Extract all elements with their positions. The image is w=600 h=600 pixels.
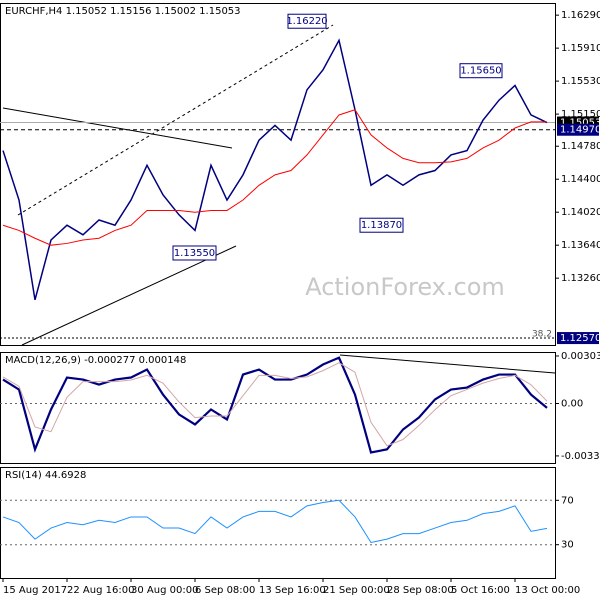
y-tick-label: 1.15150 (561, 109, 600, 120)
y-tick-label: -0.003347 (561, 451, 600, 462)
panel-title: RSI(14) 44.6928 (5, 470, 86, 481)
y-tick-label: 0.003036 (561, 351, 600, 362)
price-tag-label: 1.14970 (560, 125, 600, 136)
series-line (2, 109, 547, 246)
panel-title: MACD(12,26,9) -0.000277 0.000148 (5, 355, 186, 366)
y-tick-label: 1.15530 (561, 76, 600, 87)
series-line (2, 38, 548, 301)
price-tag-label: 1.15053 (560, 118, 600, 129)
y-tick-label: 1.14020 (561, 207, 600, 218)
trend-line (2, 107, 233, 149)
annotation-label: 1.15650 (460, 66, 501, 77)
series-line (2, 499, 548, 544)
price-tag (557, 123, 599, 136)
x-tick-label: 13 Oct 00:00 (515, 585, 580, 596)
y-tick-label: 1.14780 (561, 141, 600, 152)
series-line (2, 362, 548, 447)
annotation-label: 1.13870 (361, 220, 402, 231)
series-line (2, 356, 548, 454)
trend-line (21, 245, 237, 346)
macd-trend-line (339, 354, 556, 374)
y-tick-label: 30 (561, 540, 574, 551)
y-tick-label: 1.13640 (561, 240, 600, 251)
panel-frame (0, 467, 556, 579)
price-tag (557, 332, 599, 345)
x-tick-label: 28 Sep 08:00 (387, 585, 454, 596)
annotation-box (172, 245, 217, 261)
panel-frame (0, 3, 556, 346)
panel-title: EURCHF,H4 1.15052 1.15156 1.15002 1.1505… (5, 6, 241, 17)
y-tick-label: 1.16290 (561, 10, 600, 21)
annotation-box (359, 217, 404, 233)
x-tick-label: 6 Sep 08:00 (195, 585, 255, 596)
x-tick-label: 13 Sep 16:00 (259, 585, 326, 596)
panel-frame (0, 352, 556, 464)
x-tick-label: 30 Aug 00:00 (131, 585, 198, 596)
annotation-box (287, 13, 327, 29)
y-tick-label: 1.15910 (561, 43, 600, 54)
x-tick-label: 5 Oct 16:00 (451, 585, 510, 596)
fib-label: 38.2 (532, 330, 552, 340)
watermark: ActionForex.com (305, 273, 505, 301)
annotation-box (459, 63, 503, 79)
y-tick-label: 1.13260 (561, 273, 600, 284)
y-tick-label: 1.14400 (561, 174, 600, 185)
annotation-label: 1.16220 (286, 16, 327, 27)
y-tick-label: 0.00 (561, 399, 583, 410)
channel-line (17, 24, 334, 216)
x-tick-label: 21 Sep 00:00 (323, 585, 390, 596)
x-tick-label: 15 Aug 2017 (3, 585, 67, 596)
price-tag-label: 1.12570 (560, 333, 600, 344)
x-tick-label: 22 Aug 16:00 (67, 585, 134, 596)
annotation-label: 1.13550 (174, 248, 215, 259)
y-tick-label: 70 (561, 495, 574, 506)
